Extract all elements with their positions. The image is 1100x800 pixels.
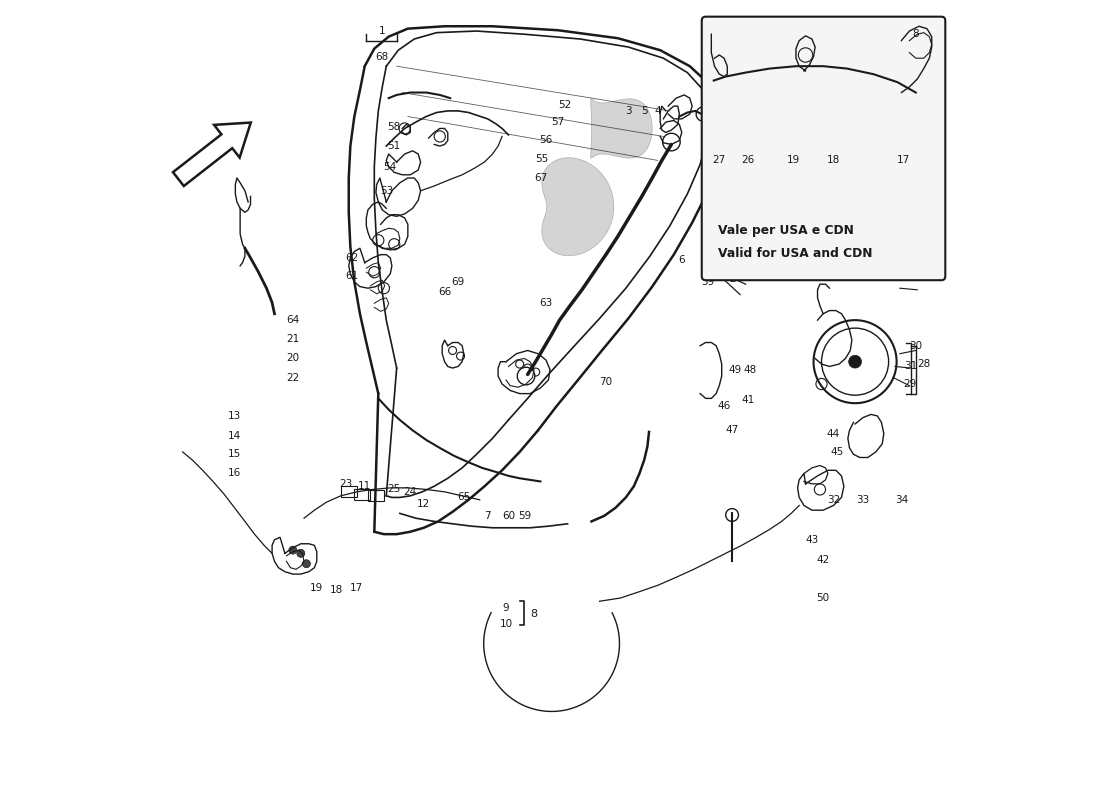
Text: 18: 18 [329, 585, 342, 595]
Text: 61: 61 [345, 271, 359, 282]
Text: 6: 6 [679, 255, 685, 266]
Text: 46: 46 [717, 402, 730, 411]
Text: 30: 30 [910, 341, 922, 350]
Text: 17: 17 [350, 583, 363, 594]
Polygon shape [591, 98, 652, 158]
Text: 51: 51 [387, 141, 400, 151]
Text: 42: 42 [816, 554, 829, 565]
Text: 50: 50 [816, 593, 829, 603]
Text: 66: 66 [438, 287, 451, 297]
Text: 65: 65 [458, 493, 471, 502]
Polygon shape [542, 158, 614, 256]
Text: 11: 11 [359, 482, 372, 491]
Text: 19: 19 [310, 583, 323, 594]
Circle shape [696, 107, 711, 122]
Text: 39: 39 [702, 277, 715, 287]
Text: 41: 41 [741, 395, 755, 405]
Text: 60: 60 [502, 510, 515, 521]
FancyBboxPatch shape [702, 17, 945, 280]
Text: 40: 40 [915, 239, 928, 250]
Text: 47: 47 [726, 426, 739, 435]
Text: 19: 19 [786, 155, 800, 166]
Bar [367, 490, 384, 502]
Text: 49: 49 [728, 365, 741, 374]
Circle shape [849, 355, 861, 368]
Text: 29: 29 [903, 379, 916, 389]
Text: 17: 17 [896, 155, 910, 166]
Text: 15: 15 [228, 450, 241, 459]
Text: 7: 7 [484, 510, 491, 521]
Text: 23: 23 [340, 479, 353, 489]
Text: 14: 14 [228, 431, 241, 441]
Circle shape [726, 509, 738, 522]
Polygon shape [173, 122, 251, 186]
Bar [354, 489, 371, 500]
Text: 38: 38 [742, 258, 757, 268]
Circle shape [289, 546, 297, 554]
Text: 12: 12 [417, 499, 430, 509]
Text: 36: 36 [715, 258, 728, 268]
Text: 1: 1 [379, 26, 386, 36]
Text: 24: 24 [404, 487, 417, 497]
Circle shape [517, 367, 535, 385]
Text: 45: 45 [830, 447, 844, 457]
Text: 63: 63 [539, 298, 552, 307]
Text: 69: 69 [451, 277, 465, 287]
Text: 13: 13 [228, 411, 241, 421]
Text: 43: 43 [805, 534, 818, 545]
Text: 18: 18 [827, 155, 840, 166]
Text: 4: 4 [654, 106, 661, 116]
Text: Valid for USA and CDN: Valid for USA and CDN [717, 246, 872, 260]
Circle shape [302, 560, 310, 568]
Text: 5: 5 [641, 106, 648, 116]
Text: 56: 56 [539, 135, 552, 146]
Circle shape [662, 134, 680, 151]
Text: 16: 16 [228, 469, 241, 478]
Text: 9: 9 [503, 602, 509, 613]
Text: 68: 68 [376, 51, 389, 62]
Text: 2: 2 [729, 274, 736, 284]
Text: 22: 22 [286, 373, 299, 382]
Text: 64: 64 [286, 315, 299, 325]
Text: 10: 10 [499, 618, 513, 629]
Text: 8: 8 [530, 609, 537, 619]
Text: Vale per USA e CDN: Vale per USA e CDN [717, 224, 854, 238]
Text: 52: 52 [558, 99, 571, 110]
Text: 20: 20 [286, 354, 299, 363]
Text: 62: 62 [345, 253, 359, 263]
Text: 34: 34 [894, 495, 908, 505]
Text: 25: 25 [387, 485, 400, 494]
Text: 27: 27 [713, 155, 726, 166]
Circle shape [297, 550, 305, 558]
Text: 32: 32 [827, 495, 840, 505]
Text: 26: 26 [741, 155, 755, 166]
Text: 21: 21 [286, 334, 299, 344]
Text: 53: 53 [381, 186, 394, 196]
Bar [341, 486, 356, 498]
Text: 58: 58 [387, 122, 400, 132]
Text: 57: 57 [551, 117, 564, 127]
Text: 37: 37 [728, 258, 741, 268]
Text: 48: 48 [742, 365, 757, 374]
Text: 54: 54 [384, 162, 397, 172]
Text: 55: 55 [536, 154, 549, 164]
Text: 28: 28 [917, 359, 931, 369]
Text: 70: 70 [600, 378, 613, 387]
Text: 3: 3 [625, 106, 631, 116]
Text: 67: 67 [534, 173, 547, 183]
Text: 33: 33 [857, 495, 870, 505]
Text: 8: 8 [913, 30, 920, 39]
Text: 59: 59 [518, 510, 531, 521]
Text: 31: 31 [904, 362, 917, 371]
Text: 35: 35 [702, 258, 715, 268]
Text: 44: 44 [827, 429, 840, 438]
